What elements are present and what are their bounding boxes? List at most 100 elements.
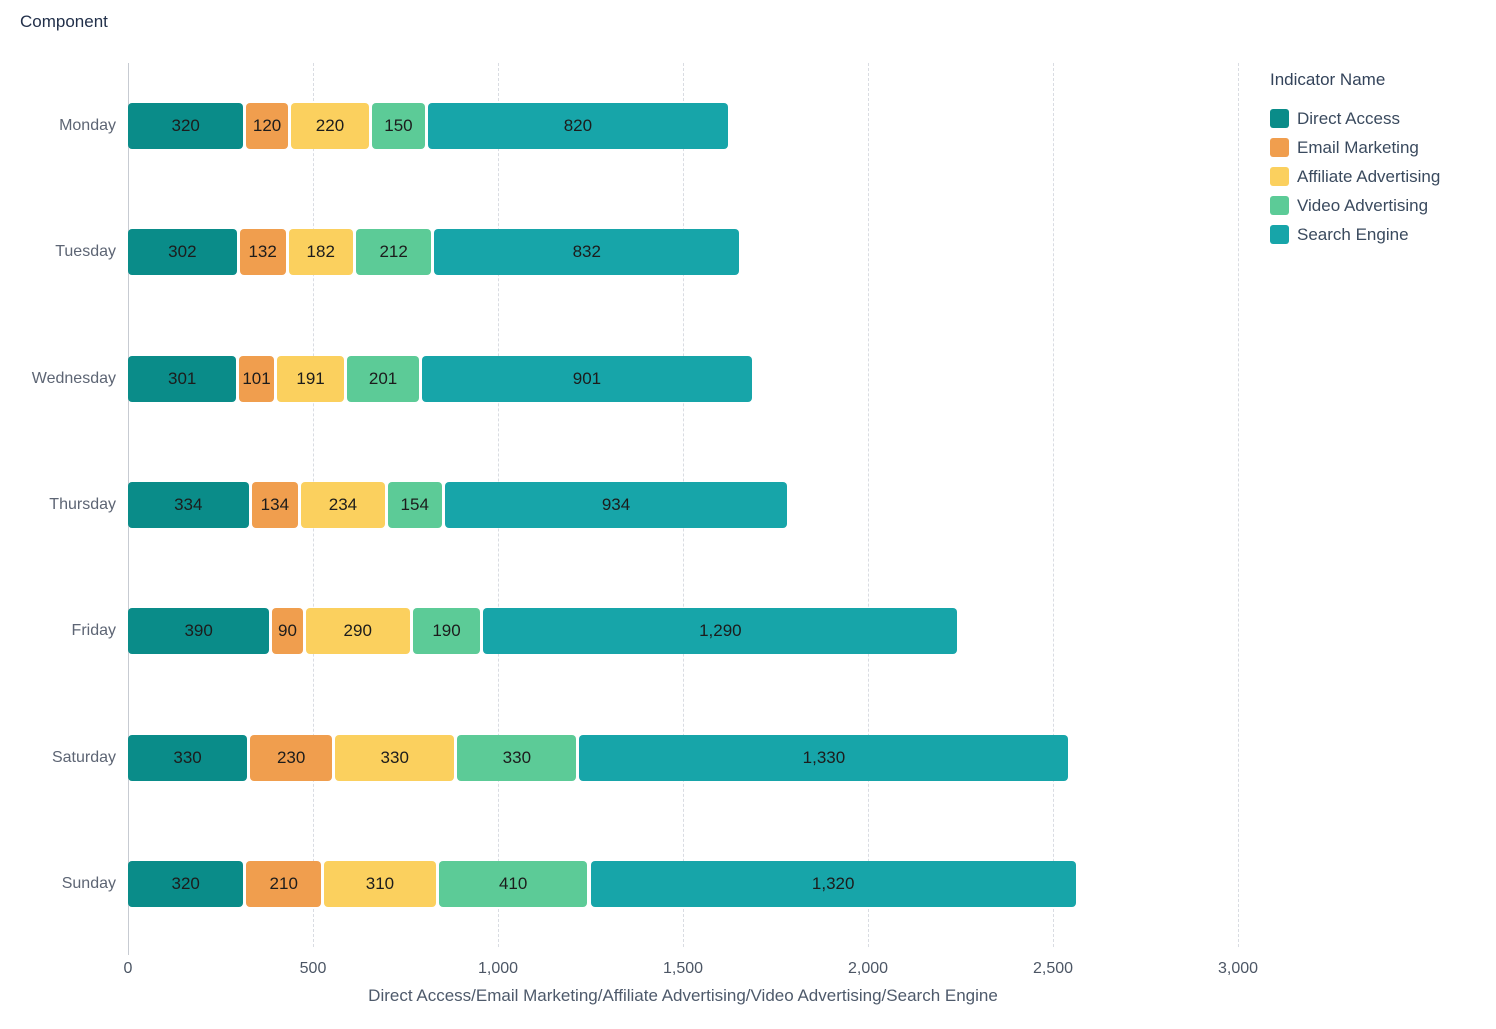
bar-segment[interactable]: 290	[305, 608, 410, 655]
bar-segment[interactable]: 1,330	[579, 734, 1069, 781]
legend-item-label: Email Marketing	[1297, 137, 1419, 157]
legend-item-email-marketing[interactable]: Email Marketing	[1270, 133, 1440, 162]
bar-segment-label: 820	[563, 116, 593, 136]
bar-segment[interactable]: 832	[434, 229, 740, 276]
bar-segment-label: 234	[328, 495, 358, 514]
legend-swatch	[1270, 167, 1289, 186]
bar-segment-label: 230	[276, 747, 306, 767]
bar-segment[interactable]: 182	[288, 229, 353, 276]
bar-segment-label: 154	[400, 495, 429, 514]
bar-segment[interactable]: 330	[128, 734, 248, 781]
bar-segment[interactable]: 390	[128, 608, 270, 655]
bar-segment[interactable]: 320	[128, 860, 244, 907]
x-tick-label: 2,000	[847, 960, 889, 977]
bar-segment-label: 191	[296, 368, 325, 388]
bar-segment[interactable]: 1,290	[483, 608, 958, 655]
bar-segment[interactable]: 934	[444, 482, 788, 528]
bar-segment-label: 1,330	[802, 747, 846, 767]
bar-segment-label: 901	[572, 368, 602, 388]
bar-segment[interactable]: 234	[301, 482, 385, 528]
bar-segment[interactable]: 230	[250, 734, 333, 781]
bar-segment[interactable]: 201	[347, 355, 419, 402]
bar-segment[interactable]: 310	[324, 860, 436, 907]
legend-swatch	[1270, 225, 1289, 244]
y-axis-label: Friday	[71, 622, 116, 640]
bar-segment-label: 290	[343, 621, 372, 641]
bar-segment-label: 320	[171, 873, 200, 893]
plot-area: 320 120 220 150 820 302 132 182 212 832 301 101 191 2…	[128, 63, 1239, 955]
bar-segment-label: 1,320	[811, 873, 855, 893]
legend-items: Direct Access Email Marketing Affiliate Ad…	[1270, 104, 1440, 249]
bar-segment[interactable]: 330	[457, 734, 577, 781]
legend-item-label: Video Advertising	[1297, 195, 1429, 215]
bar-segment-label: 330	[380, 747, 409, 767]
bar-segment[interactable]: 101	[239, 355, 274, 402]
legend-swatch	[1270, 138, 1289, 157]
bar-segment[interactable]: 210	[246, 860, 322, 907]
bar-segment[interactable]: 132	[239, 229, 286, 276]
bar-segment[interactable]: 302	[128, 229, 237, 276]
legend-item-label: Affiliate Advertising	[1297, 166, 1441, 186]
bar-segment-label: 301	[167, 368, 197, 388]
legend-item-search-engine[interactable]: Search Engine	[1270, 220, 1440, 249]
grid-line	[1053, 63, 1054, 947]
y-axis-label: Sunday	[61, 874, 116, 892]
legend-item-video-advertising[interactable]: Video Advertising	[1270, 191, 1440, 220]
bar-segment-label: 134	[260, 495, 290, 514]
bar-segment-label: 934	[601, 495, 631, 514]
x-tick-label: 1,500	[662, 960, 704, 977]
bar-segment-label: 1,290	[699, 621, 742, 641]
bar-segment[interactable]: 191	[276, 355, 345, 402]
bar-segment-label: 120	[252, 116, 282, 136]
bar-segment-label: 330	[502, 747, 532, 767]
y-axis-label: Tuesday	[55, 243, 116, 261]
legend-item-affiliate-advertising[interactable]: Affiliate Advertising	[1270, 162, 1440, 191]
bar-segment-label: 90	[277, 621, 297, 641]
bar-segment-label: 212	[379, 242, 408, 262]
bar-segment-label: 410	[498, 873, 528, 893]
bar-segment[interactable]: 301	[128, 355, 237, 402]
bar-segment-label: 334	[174, 495, 203, 514]
bar-segment-label: 101	[242, 368, 271, 388]
bar-segment-label: 832	[572, 242, 601, 262]
legend-swatch	[1270, 109, 1289, 128]
bar-segment[interactable]: 320	[128, 103, 244, 150]
bar-segment-label: 320	[171, 116, 200, 136]
bar-segment-label: 220	[315, 116, 345, 136]
bar-segment[interactable]: 410	[438, 860, 588, 907]
legend-item-label: Search Engine	[1297, 224, 1409, 244]
legend-title: Indicator Name	[1270, 70, 1386, 89]
bar-segment[interactable]: 1,320	[590, 860, 1076, 907]
legend: Indicator Name Direct Access Email Market…	[1270, 70, 1440, 249]
x-tick-label: 0	[123, 960, 133, 977]
bar-segment-label: 201	[368, 368, 398, 388]
bar-segment-label: 310	[365, 873, 395, 893]
bar-segment[interactable]: 334	[128, 482, 249, 528]
bar-segment[interactable]: 901	[421, 355, 753, 402]
y-axis-label: Wednesday	[31, 369, 116, 387]
bar-segment[interactable]: 820	[427, 103, 729, 150]
bar-segment-label: 132	[248, 242, 277, 262]
legend-item-direct-access[interactable]: Direct Access	[1270, 104, 1440, 133]
bar-segment-label: 390	[184, 621, 213, 641]
x-tick-label: 3,000	[1217, 960, 1259, 977]
x-tick-label: 2,500	[1032, 960, 1074, 977]
bar-segment-label: 210	[269, 873, 298, 893]
bar-segment-label: 182	[306, 242, 335, 262]
bar-segment[interactable]: 330	[335, 734, 455, 781]
bar-segment[interactable]: 90	[272, 608, 303, 655]
bar-segment[interactable]: 212	[355, 229, 432, 276]
bar-segment[interactable]: 150	[372, 103, 425, 150]
chart-title: Component	[20, 12, 108, 31]
bar-segment[interactable]: 154	[387, 482, 442, 528]
bar-segment[interactable]: 220	[290, 103, 370, 150]
y-axis-label: Monday	[59, 117, 116, 135]
grid-line	[868, 63, 869, 947]
bar-segment[interactable]: 134	[251, 482, 299, 528]
legend-item-label: Direct Access	[1297, 108, 1400, 128]
y-axis-label: Saturday	[51, 748, 116, 766]
bar-segment[interactable]: 120	[246, 103, 288, 150]
bar-segment[interactable]: 190	[412, 608, 481, 655]
x-tick-label: 500	[299, 960, 327, 977]
